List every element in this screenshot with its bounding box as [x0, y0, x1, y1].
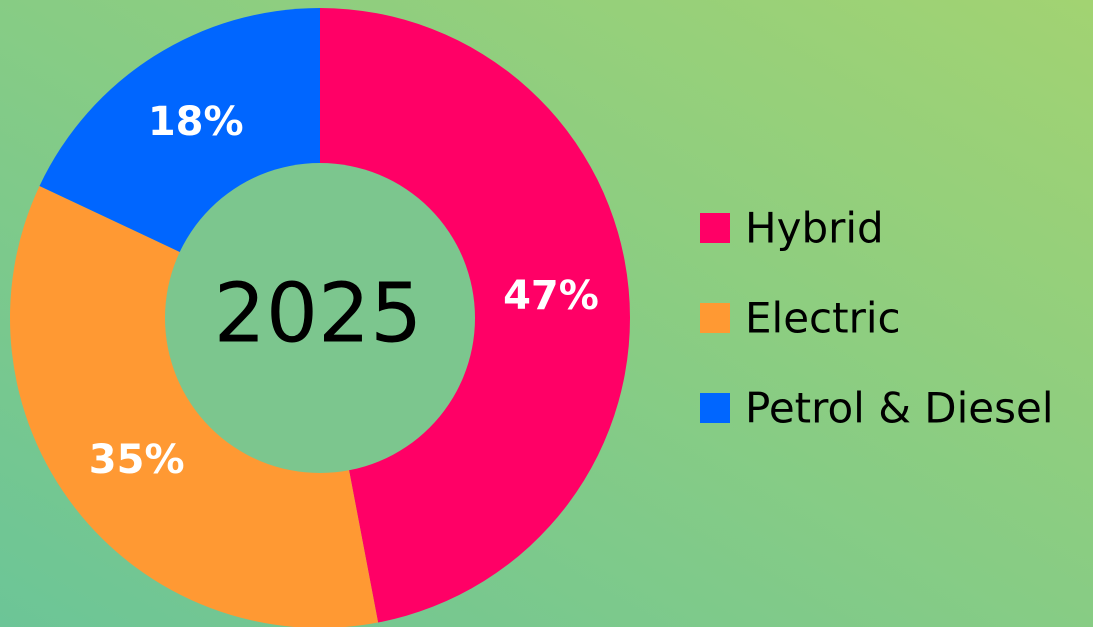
value-label: 47% — [503, 273, 599, 319]
legend-label: Hybrid — [745, 204, 884, 253]
donut — [10, 8, 630, 627]
value-label: 18% — [148, 99, 244, 145]
value-label: 35% — [89, 437, 185, 483]
slice — [320, 8, 630, 623]
legend-label: Electric — [745, 294, 901, 343]
legend-swatch — [700, 213, 730, 243]
legend-swatch — [700, 303, 730, 333]
legend-swatch — [700, 393, 730, 423]
center-label: 2025 — [214, 267, 423, 362]
legend-label: Petrol & Diesel — [745, 384, 1054, 433]
donut-hole — [165, 163, 475, 473]
